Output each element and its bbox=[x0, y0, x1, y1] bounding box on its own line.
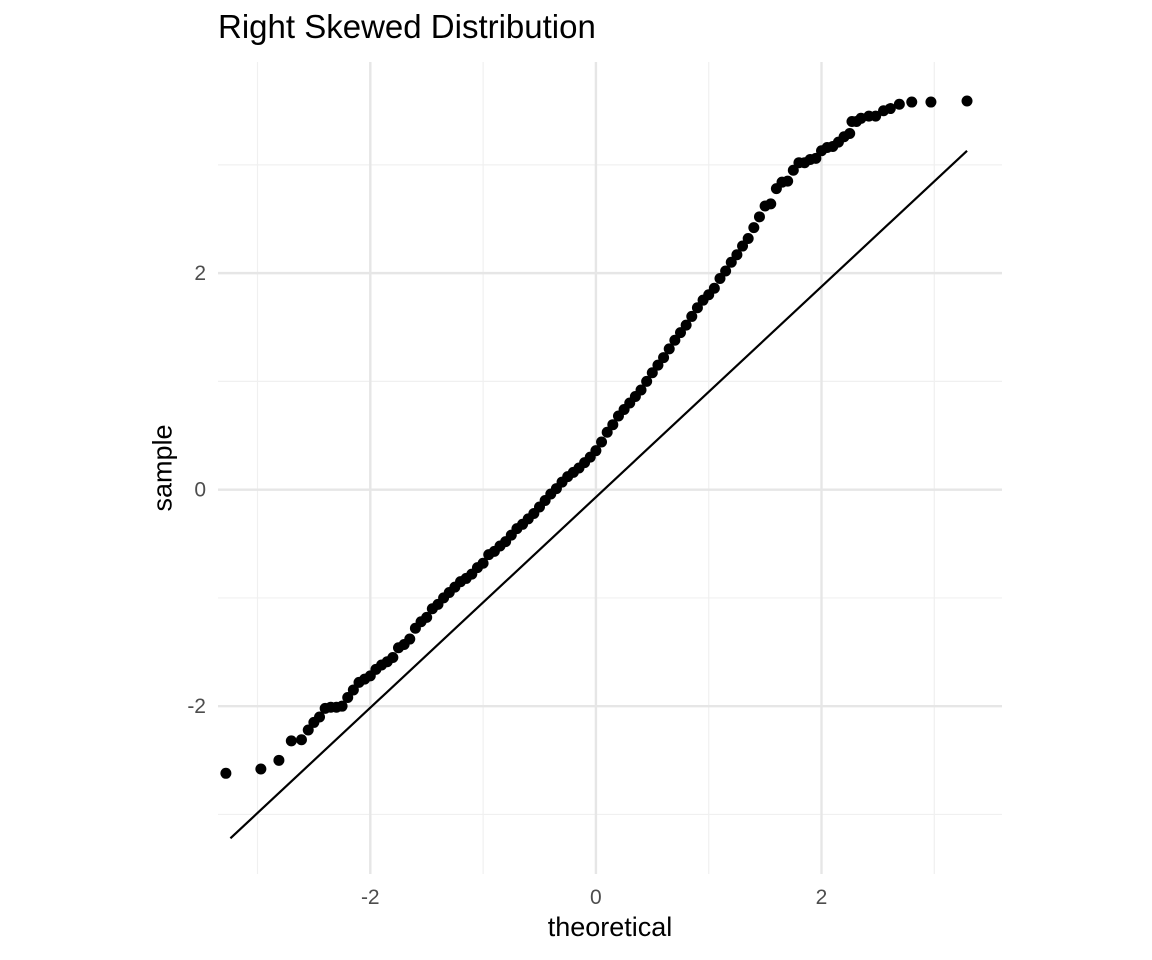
y-tick-label: -2 bbox=[187, 695, 206, 718]
data-point bbox=[669, 334, 681, 346]
data-point bbox=[720, 265, 732, 277]
data-point bbox=[285, 735, 297, 747]
data-point bbox=[336, 700, 348, 712]
data-point bbox=[607, 419, 619, 431]
data-point bbox=[906, 96, 918, 108]
data-point bbox=[658, 352, 670, 364]
data-point bbox=[387, 651, 399, 663]
x-axis-title: theoretical bbox=[547, 912, 673, 942]
data-point bbox=[737, 240, 749, 252]
data-point bbox=[273, 754, 285, 766]
data-point bbox=[641, 375, 653, 387]
data-point bbox=[663, 343, 675, 355]
data-point bbox=[925, 96, 937, 108]
y-tick-label: 0 bbox=[194, 479, 206, 502]
data-point bbox=[302, 724, 314, 736]
data-point bbox=[884, 103, 896, 115]
y-tick-label: 2 bbox=[194, 262, 206, 285]
data-point bbox=[477, 557, 489, 569]
data-point bbox=[404, 633, 416, 645]
x-tick-label: 2 bbox=[816, 886, 828, 909]
data-point bbox=[691, 302, 703, 314]
data-point bbox=[708, 282, 720, 294]
data-point bbox=[295, 734, 307, 746]
data-point bbox=[255, 763, 267, 775]
data-point bbox=[347, 684, 359, 696]
data-point bbox=[742, 232, 754, 244]
data-point bbox=[314, 711, 326, 723]
data-point bbox=[961, 95, 973, 107]
data-point bbox=[810, 152, 822, 164]
data-point bbox=[342, 692, 354, 704]
reference-line bbox=[229, 149, 968, 840]
data-point bbox=[714, 273, 726, 285]
data-point bbox=[220, 767, 232, 779]
x-tick-label: -2 bbox=[361, 886, 380, 909]
data-point bbox=[782, 175, 794, 187]
data-point bbox=[652, 359, 664, 371]
chart-title: Right Skewed Distribution bbox=[218, 8, 596, 45]
data-point bbox=[893, 98, 905, 110]
data-point bbox=[680, 319, 692, 331]
data-point bbox=[870, 110, 882, 122]
data-point bbox=[590, 445, 602, 457]
data-point bbox=[421, 611, 433, 623]
data-point bbox=[753, 211, 765, 223]
data-point bbox=[601, 426, 613, 438]
data-point bbox=[748, 222, 760, 234]
data-point bbox=[765, 198, 777, 210]
data-point bbox=[646, 367, 658, 379]
data-point bbox=[731, 249, 743, 261]
data-point bbox=[787, 164, 799, 176]
data-point bbox=[596, 436, 608, 448]
data-point bbox=[725, 256, 737, 268]
data-point bbox=[675, 327, 687, 339]
data-point bbox=[686, 310, 698, 322]
x-tick-label: 0 bbox=[590, 886, 602, 909]
data-point bbox=[635, 384, 647, 396]
y-axis-title: sample bbox=[147, 424, 178, 512]
data-point bbox=[844, 127, 856, 139]
